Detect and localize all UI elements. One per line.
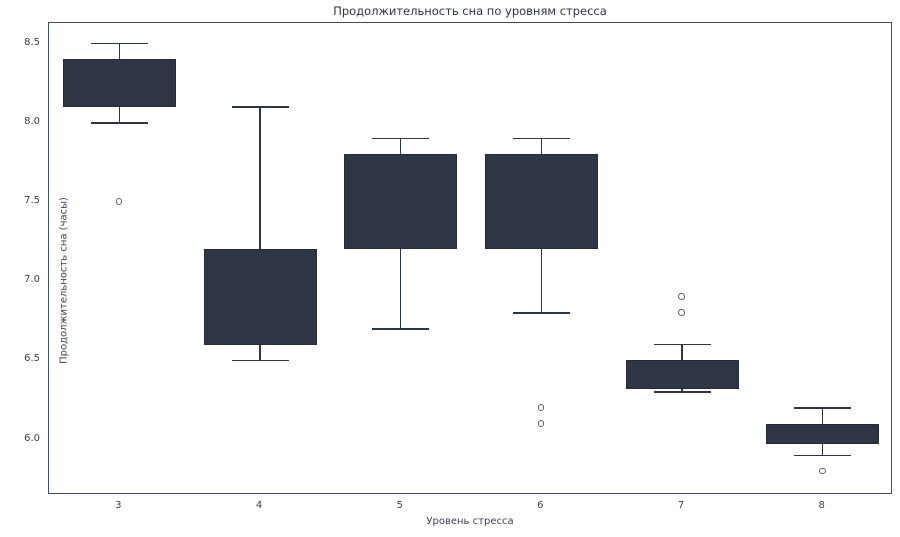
whisker-cap-top: [794, 407, 852, 409]
outlier-point: [818, 467, 826, 475]
plot-area: Продолжительность сна (часы): [48, 22, 892, 494]
iqr-box: [625, 360, 739, 389]
outlier-point: [537, 404, 545, 411]
chart-title: Продолжительность сна по уровням стресса: [333, 4, 607, 18]
y-tick-label: 6.5: [24, 353, 40, 365]
whisker-cap-top: [512, 137, 570, 140]
y-tick-label: 7.5: [24, 194, 40, 206]
x-tick-label: 6: [537, 500, 544, 511]
x-tick-label: 3: [115, 500, 122, 511]
whisker-cap-top: [90, 42, 148, 45]
y-tick-label: 6.0: [24, 432, 40, 444]
whisker-cap-bottom: [653, 391, 711, 393]
x-axis-label: Уровень стресса: [426, 516, 514, 527]
iqr-box: [203, 249, 317, 345]
box-group-6: [49, 23, 891, 493]
box-group-4: [49, 23, 891, 493]
whisker-cap-bottom: [372, 327, 430, 330]
x-tick-label: 7: [677, 500, 685, 511]
box-group-5: [49, 23, 891, 493]
whisker-cap-top: [372, 137, 430, 140]
y-tick-label: 7.0: [24, 274, 40, 286]
box-group-8: [49, 23, 891, 493]
y-tick-label: 8.5: [24, 36, 40, 48]
whisker-cap-bottom: [794, 454, 852, 457]
x-tick-label: 8: [818, 500, 825, 511]
x-tick-label: 5: [396, 500, 403, 511]
outlier-point: [678, 309, 685, 316]
box-group-3: [49, 23, 891, 493]
iqr-box: [62, 59, 176, 107]
whisker-line: [259, 106, 261, 361]
outlier-point: [115, 198, 123, 205]
whisker-cap-bottom: [90, 121, 148, 124]
whisker-cap-bottom: [512, 312, 570, 314]
iqr-box: [766, 423, 880, 445]
whisker-cap-bottom: [231, 359, 289, 362]
iqr-box: [344, 154, 458, 250]
whisker-cap-top: [653, 343, 711, 346]
outlier-point: [537, 420, 545, 427]
whisker-cap-top: [231, 106, 289, 108]
box-group-7: [49, 23, 891, 493]
iqr-box: [484, 154, 598, 250]
x-tick-label: 4: [255, 500, 263, 511]
outlier-point: [678, 293, 685, 300]
y-tick-label: 8.0: [24, 115, 40, 127]
